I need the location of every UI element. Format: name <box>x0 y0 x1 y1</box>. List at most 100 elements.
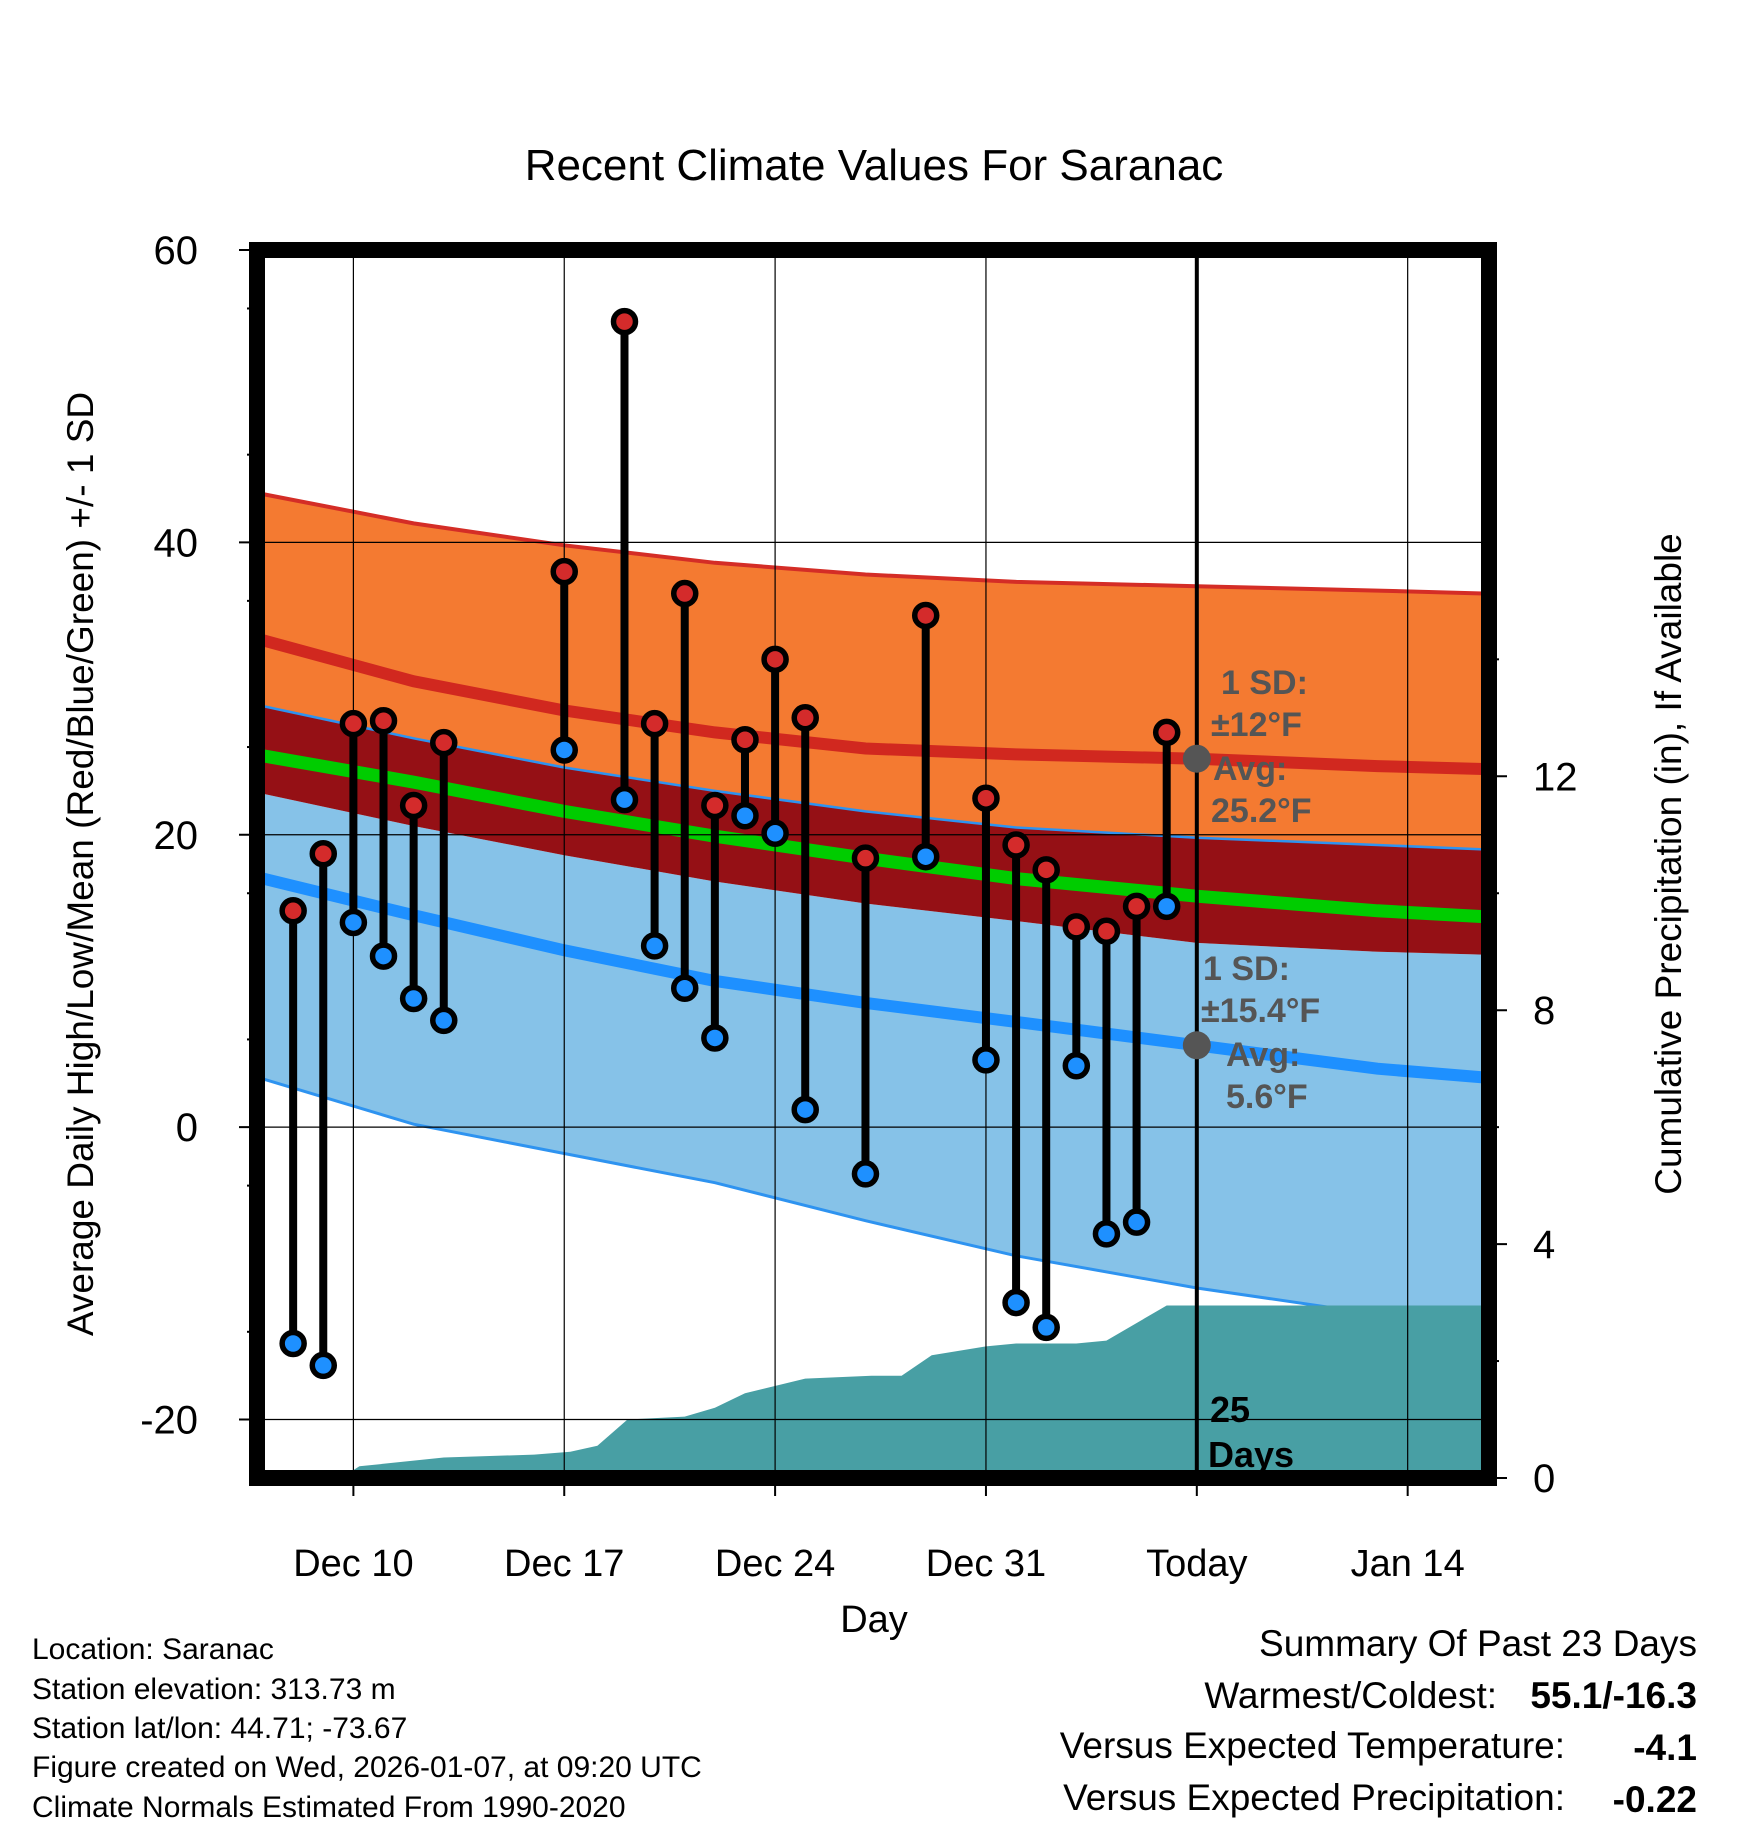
high-temp-point <box>972 784 1000 812</box>
daily-dots <box>279 307 1181 1380</box>
summary-temp-label: Versus Expected Temperature: <box>1060 1725 1565 1766</box>
low-temp-point <box>731 802 759 830</box>
high-temp-point <box>279 897 307 925</box>
low-temp-point <box>1092 1220 1121 1248</box>
low-temp-point <box>1062 1051 1091 1080</box>
high-temp-point <box>430 728 458 757</box>
info-elevation: Station elevation: 313.73 m <box>32 1673 396 1706</box>
days-word: Days <box>1208 1434 1294 1475</box>
low-temp-point <box>761 819 789 848</box>
x-tick-label: Dec 24 <box>715 1543 835 1585</box>
high-temp-point <box>1002 831 1030 859</box>
high-lower-edge <box>262 704 1484 851</box>
plot-area <box>257 250 1489 1478</box>
high-temp-point <box>1152 718 1181 747</box>
summary-warmest-label: Warmest/Coldest: <box>1204 1675 1497 1716</box>
high-temp-point <box>911 601 940 630</box>
low-temp-point <box>279 1329 307 1358</box>
y-axis-label: Average Daily High/Low/Mean (Red/Blue/Gr… <box>60 392 101 1336</box>
low-temp-point <box>670 974 699 1003</box>
days-count: 25 <box>1210 1389 1250 1430</box>
low-temp-point <box>430 1006 458 1035</box>
summary-warmest-value: 55.1/-16.3 <box>1530 1675 1697 1716</box>
x-tick-label: Dec 31 <box>926 1543 1046 1585</box>
info-created: Figure created on Wed, 2026-01-07, at 09… <box>32 1751 702 1784</box>
low-temp-point <box>1032 1313 1060 1342</box>
high-average-line <box>261 634 1484 775</box>
high-temp-point <box>309 840 338 868</box>
high-avg-label: Avg: <box>1213 750 1287 788</box>
high-temp-point <box>701 791 729 820</box>
low-temp-point <box>550 736 578 764</box>
summary-precip-label: Versus Expected Precipitation: <box>1063 1777 1565 1818</box>
low-sd-label: 1 SD: <box>1203 950 1290 988</box>
low-avg-value: 5.6°F <box>1226 1078 1308 1116</box>
plot-frame <box>249 242 1497 1486</box>
annotations: 1 SD: ±12°F Avg: 25.2°F 1 SD: ±15.4°F Av… <box>1182 664 1320 1475</box>
y2-axis-label: Cumulative Precipitation (in), If Availa… <box>1648 533 1689 1195</box>
high-temp-point <box>761 645 789 674</box>
high-temp-point <box>670 579 699 608</box>
x-axis-label: Day <box>840 1599 908 1641</box>
precipitation-area <box>341 1305 1486 1478</box>
high-sd-label: 1 SD: <box>1221 664 1308 702</box>
low-temp-point <box>1002 1288 1030 1317</box>
high-temp-point <box>550 557 578 586</box>
low-temp-point <box>610 785 639 814</box>
low-temp-point <box>1152 892 1181 921</box>
low-temp-point <box>791 1095 819 1124</box>
low-temp-point <box>911 842 940 871</box>
high-temp-point <box>851 844 880 872</box>
high-temp-point <box>731 725 759 754</box>
high-avg-marker <box>1182 744 1211 773</box>
y2-tick-label: 4 <box>1533 1223 1555 1267</box>
low-temp-point <box>309 1351 338 1380</box>
low-temp-point <box>339 908 368 937</box>
x-tick-label: Dec 17 <box>504 1543 624 1585</box>
left-axis: -20 0 20 40 60 <box>140 229 257 1443</box>
right-axis: 0 4 8 12 <box>1489 658 1578 1501</box>
low-temp-point <box>399 984 428 1013</box>
low-avg-marker <box>1182 1031 1211 1060</box>
low-temp-point <box>851 1160 880 1188</box>
high-temp-point <box>791 704 819 732</box>
y-tick-label: 0 <box>176 1106 198 1150</box>
station-info: Location: Saranac Station elevation: 313… <box>32 1633 702 1824</box>
low-temp-point <box>1122 1208 1151 1236</box>
low-temp-point <box>640 932 669 960</box>
summary-title: Summary Of Past 23 Days <box>1259 1623 1697 1664</box>
summary-temp-value: -4.1 <box>1633 1727 1697 1768</box>
high-temp-point <box>1092 917 1121 945</box>
low-avg-label: Avg: <box>1226 1036 1300 1074</box>
low-sd-band <box>263 793 1483 1318</box>
high-temp-point <box>1122 892 1151 921</box>
y-tick-label: -20 <box>140 1399 198 1443</box>
low-temp-point <box>972 1046 1000 1074</box>
high-temp-point <box>1032 856 1060 884</box>
high-temp-point <box>1062 913 1091 941</box>
y-tick-label: 40 <box>154 521 199 565</box>
high-upper-edge <box>262 492 1484 596</box>
summary-precip-value: -0.22 <box>1613 1779 1697 1820</box>
high-temp-point <box>339 709 368 738</box>
y2-tick-label: 12 <box>1533 755 1578 799</box>
low-sd-value: ±15.4°F <box>1201 992 1320 1030</box>
high-temp-point <box>610 307 639 336</box>
y-tick-label: 20 <box>154 814 199 858</box>
info-latlon: Station lat/lon: 44.71; -73.67 <box>32 1712 407 1745</box>
y2-tick-label: 0 <box>1533 1457 1555 1501</box>
bottom-axis: Dec 10 Dec 17 Dec 24 Dec 31 Today Jan 14 <box>293 1478 1465 1585</box>
high-sd-value: ±12°F <box>1211 706 1302 744</box>
daily-stems <box>289 321 1171 1366</box>
y-tick-label: 60 <box>154 229 199 273</box>
high-avg-value: 25.2°F <box>1211 792 1312 830</box>
chart-title: Recent Climate Values For Saranac <box>525 141 1224 190</box>
high-temp-point <box>369 706 398 735</box>
x-tick-label: Today <box>1146 1543 1247 1585</box>
high-temp-point <box>399 791 428 820</box>
y2-tick-label: 8 <box>1533 989 1555 1033</box>
info-location: Location: Saranac <box>32 1633 274 1666</box>
low-temp-point <box>369 942 398 970</box>
x-tick-label: Dec 10 <box>293 1543 413 1585</box>
